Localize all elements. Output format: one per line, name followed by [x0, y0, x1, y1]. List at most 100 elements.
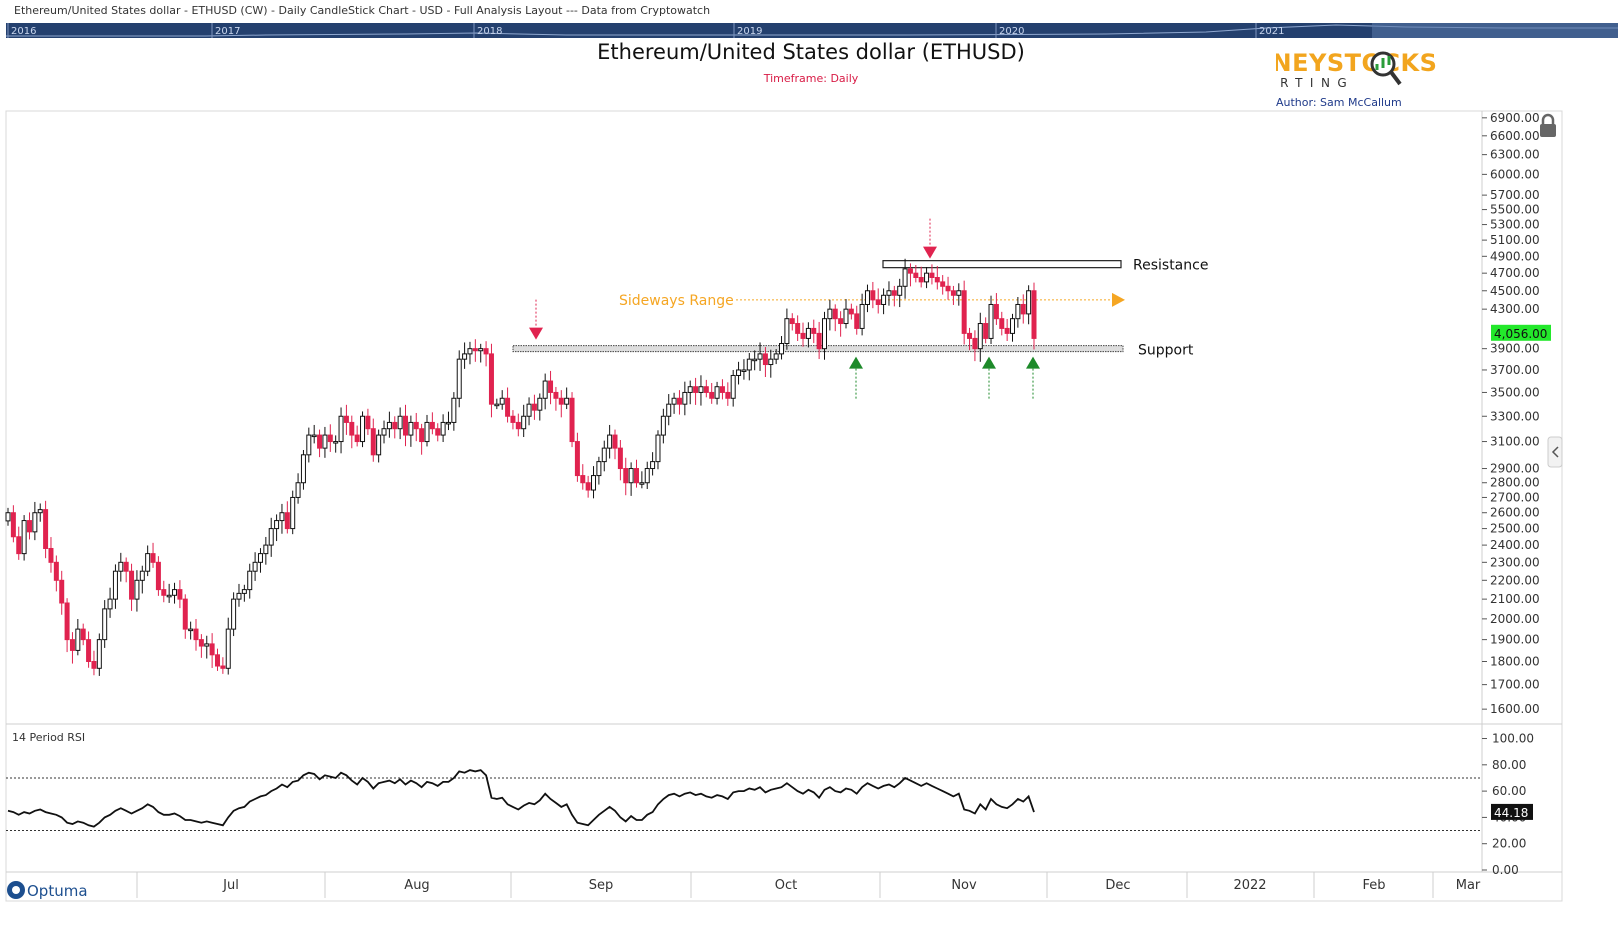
- sell-signal-head: [529, 327, 543, 340]
- candle: [338, 407, 344, 454]
- candle: [188, 621, 194, 640]
- candle-body: [59, 579, 65, 604]
- candle: [548, 370, 554, 405]
- candle-body: [440, 421, 446, 436]
- price-tick-label: 4300.00: [1490, 302, 1540, 316]
- candle: [779, 336, 785, 360]
- candle-body: [327, 434, 333, 443]
- candle: [999, 311, 1005, 336]
- rsi-tick-label: 100.00: [1492, 732, 1534, 746]
- chart-title: Ethereum/United States dollar (ETHUSD): [597, 40, 1025, 64]
- candle: [370, 418, 376, 462]
- candle-body: [521, 415, 527, 430]
- candle-body: [832, 308, 838, 320]
- lock-icon[interactable]: [1540, 113, 1556, 137]
- candle: [327, 424, 333, 452]
- candle: [983, 317, 989, 344]
- chart-frame: [5, 110, 1563, 902]
- candle-body: [386, 421, 392, 430]
- candle-body: [607, 434, 613, 449]
- candle: [64, 598, 70, 653]
- candle-body: [730, 374, 736, 399]
- candle-body: [934, 276, 940, 283]
- candle: [698, 375, 704, 406]
- overview-year-label: 2018: [477, 26, 502, 37]
- candle: [365, 408, 371, 435]
- candle: [773, 349, 779, 365]
- candle-body: [1020, 303, 1026, 315]
- candle-body: [687, 386, 693, 393]
- time-tick-label: Jul: [222, 878, 239, 893]
- price-tick-label: 1700.00: [1490, 678, 1540, 692]
- candle: [306, 427, 312, 463]
- candle: [386, 411, 392, 438]
- candle-body: [370, 428, 376, 456]
- overview-navigator-graphic: 2016 2017 2018 2019 2020 2021: [6, 23, 1618, 38]
- candle-body: [881, 294, 887, 305]
- collapse-panel-button[interactable]: [1547, 436, 1563, 468]
- candle: [676, 390, 682, 415]
- overview-navigator-strip[interactable]: 2016 2017 2018 2019 2020 2021: [6, 23, 1618, 38]
- candle: [967, 327, 973, 351]
- candle-body: [746, 358, 752, 371]
- candle: [564, 387, 570, 410]
- candle: [875, 288, 881, 314]
- candle: [752, 350, 758, 371]
- candle-body: [456, 358, 462, 399]
- candle-body: [263, 544, 269, 555]
- candle: [736, 361, 742, 385]
- candle: [789, 313, 795, 331]
- candle-body: [548, 380, 554, 393]
- price-tick-label: 2400.00: [1490, 538, 1540, 552]
- rsi-line: [7, 769, 1035, 828]
- candle-body: [403, 415, 409, 436]
- candle-body: [322, 434, 328, 449]
- candle-body: [773, 353, 779, 360]
- sell-signal-arrow: [529, 299, 543, 340]
- candle: [209, 633, 215, 668]
- candle-body: [429, 421, 435, 430]
- candle: [515, 413, 521, 437]
- candle: [827, 299, 833, 331]
- candle: [1010, 313, 1016, 342]
- candle-body: [64, 602, 70, 641]
- candle: [526, 397, 532, 426]
- candle: [558, 390, 564, 418]
- time-tick-label: Oct: [775, 878, 797, 893]
- buy-signal-arrow: [982, 356, 996, 399]
- candle-body: [993, 303, 999, 320]
- candle: [123, 557, 129, 583]
- candle-body: [80, 628, 86, 641]
- candle: [48, 537, 54, 573]
- candle: [10, 505, 16, 543]
- candle-body: [445, 421, 451, 425]
- candle-body: [21, 520, 27, 555]
- candle: [263, 536, 269, 565]
- candle: [907, 263, 913, 287]
- buy-signal-arrow: [1026, 356, 1040, 399]
- candle-body: [671, 397, 677, 405]
- candle-body: [172, 589, 178, 596]
- candle-body: [419, 428, 425, 443]
- candle-body: [231, 598, 237, 630]
- candle: [478, 343, 484, 363]
- candle: [177, 580, 183, 609]
- candle: [988, 295, 994, 344]
- candle: [134, 570, 140, 612]
- candle: [553, 386, 559, 411]
- candle: [317, 429, 323, 458]
- candle: [241, 584, 247, 602]
- candle-body: [816, 332, 822, 350]
- candle-body: [1004, 327, 1010, 334]
- candle: [112, 564, 118, 609]
- candle-body: [177, 589, 183, 600]
- candle: [343, 404, 349, 435]
- candle: [859, 293, 865, 336]
- candle: [537, 393, 543, 421]
- candle: [231, 592, 237, 637]
- candle: [886, 281, 892, 306]
- candle: [290, 490, 296, 535]
- price-tick-label: 4900.00: [1490, 249, 1540, 263]
- candle: [155, 556, 161, 596]
